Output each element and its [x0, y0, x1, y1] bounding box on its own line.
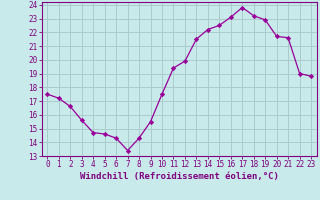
- X-axis label: Windchill (Refroidissement éolien,°C): Windchill (Refroidissement éolien,°C): [80, 172, 279, 181]
